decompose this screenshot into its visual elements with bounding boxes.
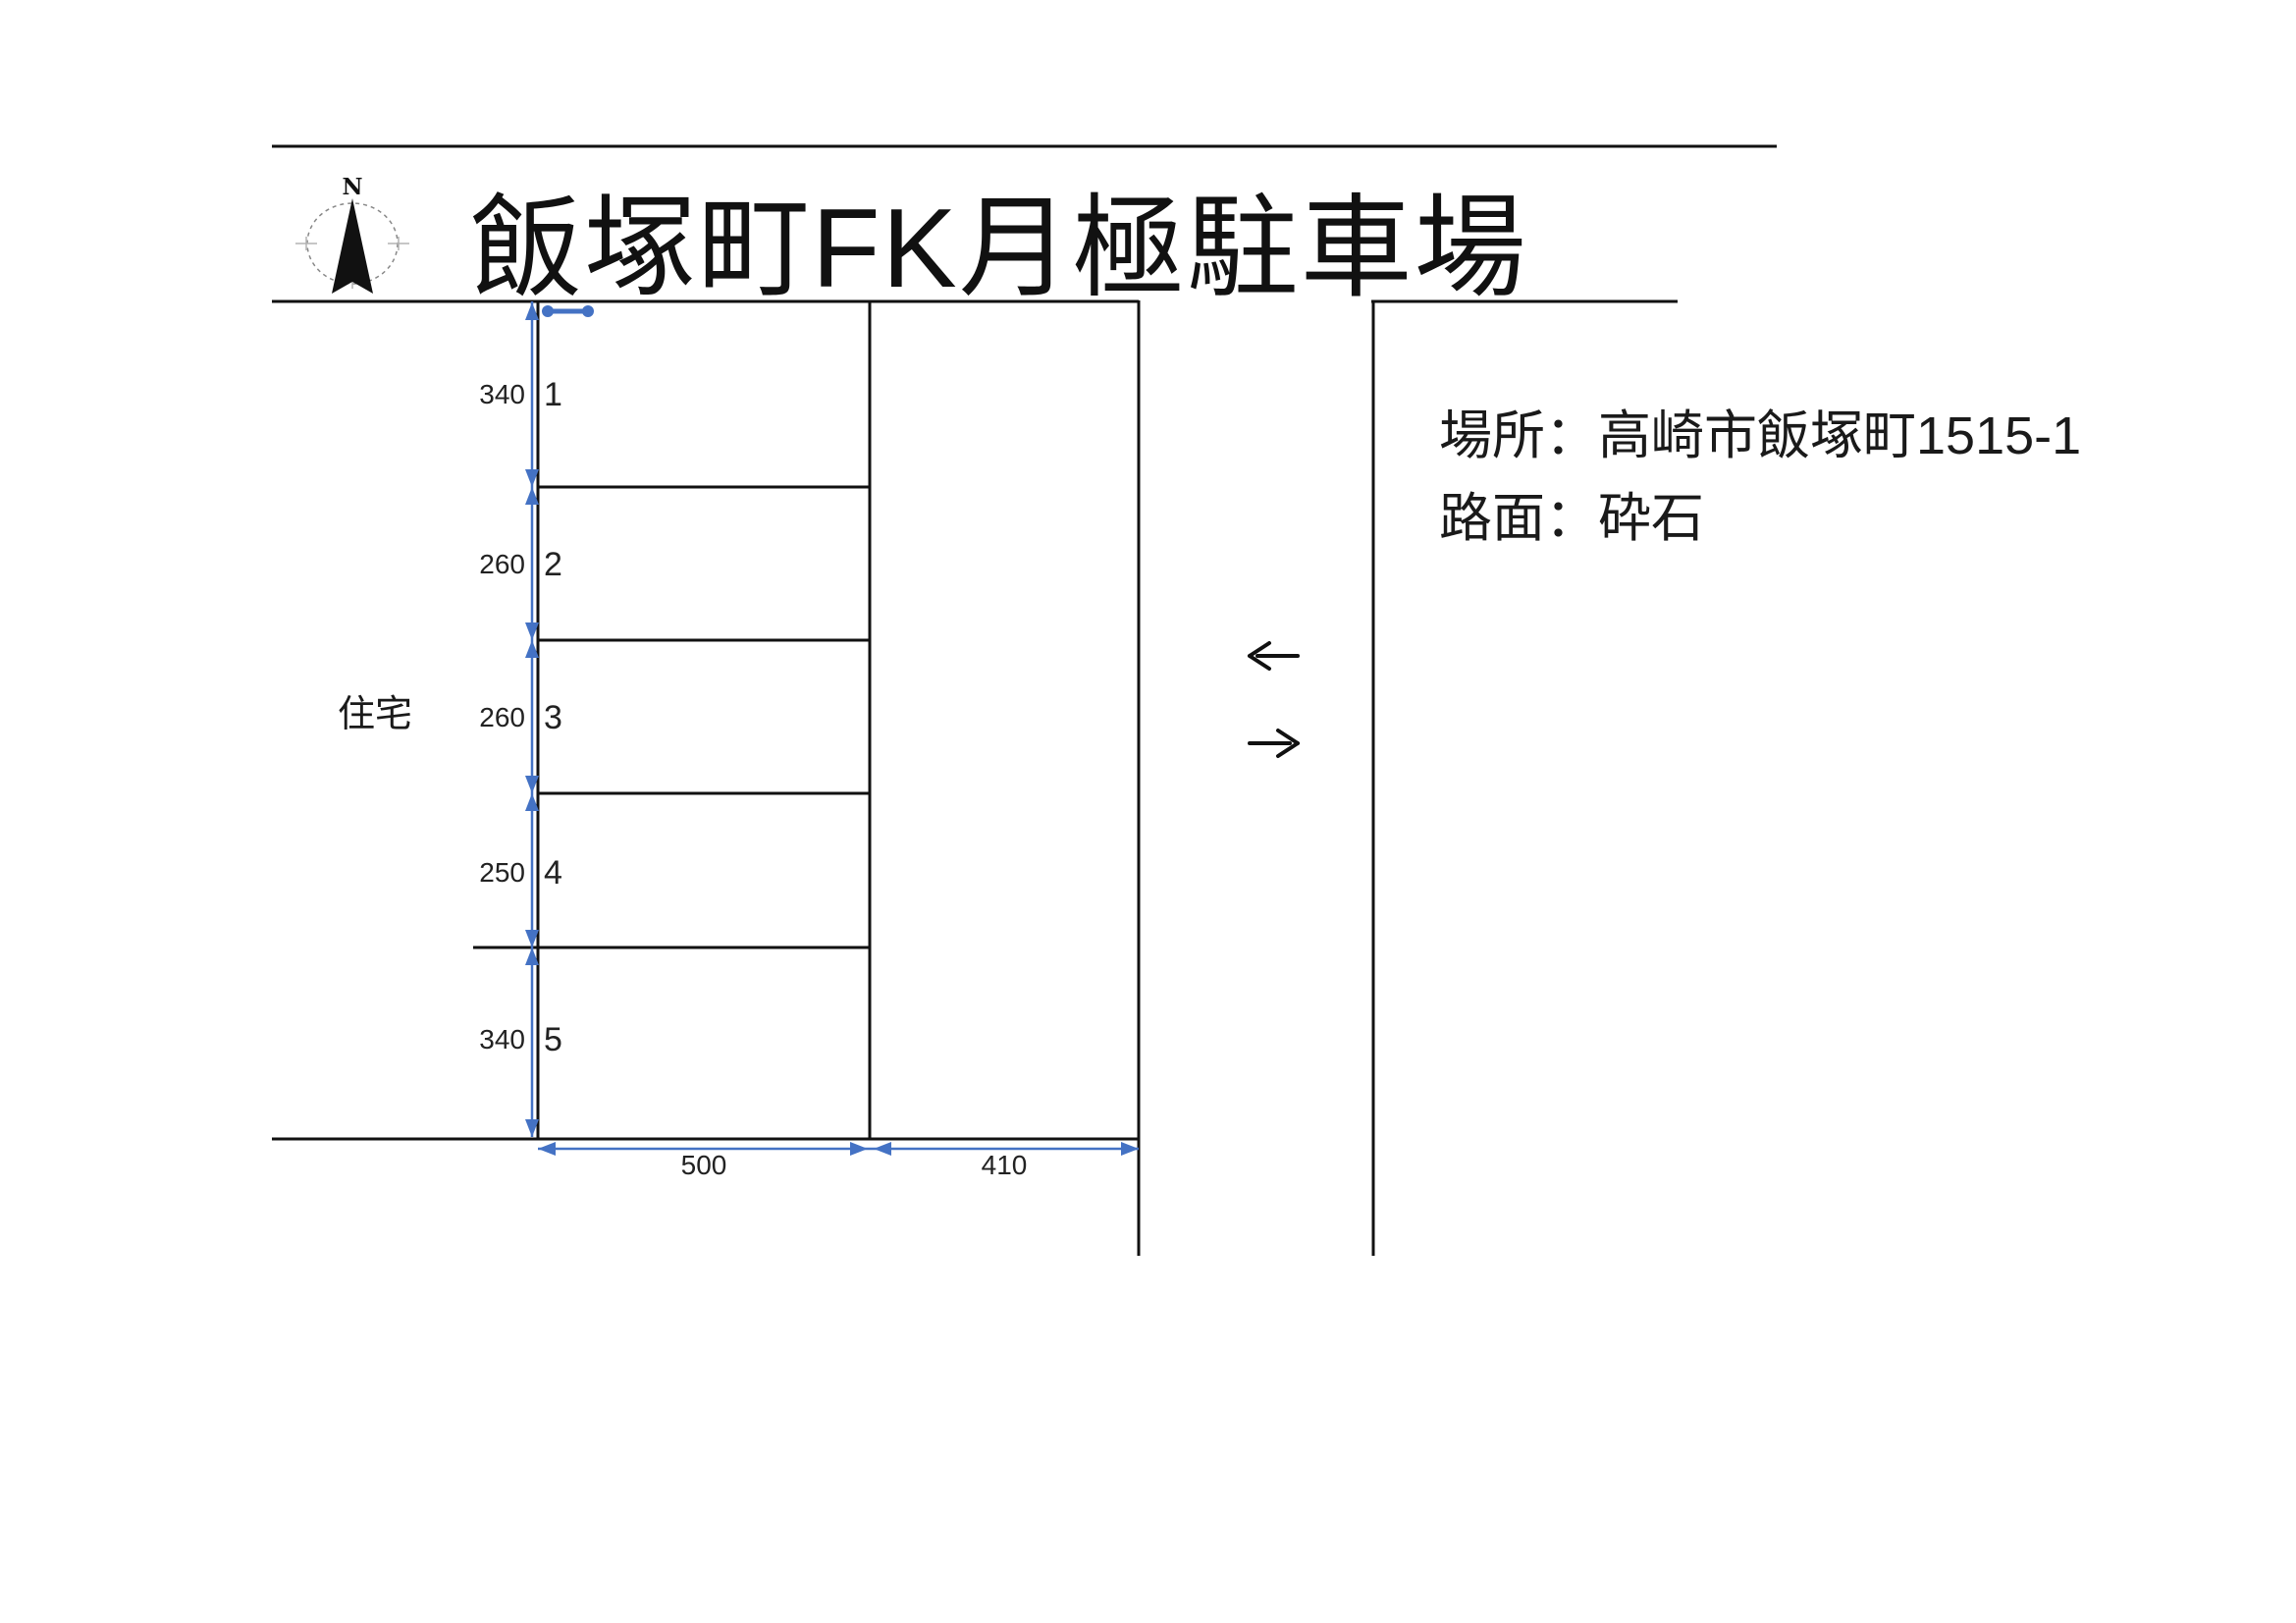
stall-width-label: 260 [479,549,525,579]
dim-arrow-up [525,302,539,320]
stall-number-label: 5 [544,1021,562,1058]
dim-arrow-right [850,1142,868,1156]
aisle-dimension-label: 410 [982,1150,1028,1180]
dim-arrow-up [525,640,539,658]
dim-arrow-down [525,1119,539,1137]
gate-dot [542,305,554,317]
left-arrow-icon [1248,641,1300,671]
compass-north-label: N [342,174,362,200]
dim-arrow-down [525,622,539,640]
stall-width-label: 260 [479,702,525,732]
dim-arrow-left [874,1142,891,1156]
gate-dot [582,305,594,317]
depth-dimension-label: 500 [681,1150,727,1180]
dim-arrow-up [525,793,539,811]
gate-marker-icon [542,305,594,317]
dim-arrow-right [1121,1142,1139,1156]
stall-number-label: 3 [544,699,562,736]
stall-width-label: 340 [479,1024,525,1055]
stall-number-label: 2 [544,546,562,583]
dim-arrow-down [525,469,539,487]
dim-arrow-down [525,930,539,947]
stall-width-label: 250 [479,857,525,888]
stall-width-label: 340 [479,379,525,409]
info-surface-text: 路面：砕石 [1439,489,1704,548]
right-arrow-icon [1248,729,1300,758]
north-compass-icon: N [295,174,409,294]
dim-arrow-up [525,947,539,965]
vertical-dimension-line [525,301,539,1137]
dim-arrow-left [538,1142,556,1156]
dim-arrow-down [525,776,539,793]
stall-number-label: 4 [544,854,562,892]
horizontal-dimension-line [538,1142,1139,1156]
stall-number-label: 1 [544,376,562,413]
page-title: 飯塚町FK月極駐車場 [470,187,1528,311]
neighbor-label: 住宅 [338,694,412,735]
info-location-text: 場所：高崎市飯塚町1515-1 [1439,406,2081,465]
dim-arrow-up [525,487,539,505]
compass-needle [332,198,373,294]
